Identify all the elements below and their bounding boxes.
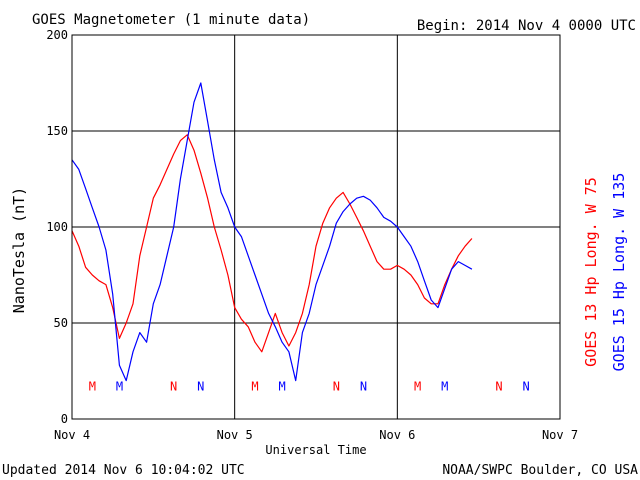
x-tick-label: Nov 5 bbox=[217, 428, 253, 442]
y-tick-label: 50 bbox=[54, 316, 68, 330]
event-mark: N bbox=[197, 379, 204, 393]
series-line-0 bbox=[71, 134, 473, 353]
plot-frame bbox=[71, 34, 561, 420]
series-lines bbox=[71, 82, 473, 382]
event-mark: N bbox=[360, 379, 367, 393]
event-mark: N bbox=[333, 379, 340, 393]
series-line-1 bbox=[71, 82, 473, 382]
x-tick-label: Nov 4 bbox=[54, 428, 90, 442]
updated-timestamp: Updated 2014 Nov 6 10:04:02 UTC bbox=[2, 463, 245, 478]
y-axis-ticks: 0 50 100 150 200 bbox=[46, 28, 68, 426]
y-axis-label: NanoTesla (nT) bbox=[10, 187, 28, 313]
event-mark: M bbox=[414, 379, 421, 393]
event-mark: N bbox=[170, 379, 177, 393]
event-mark: M bbox=[89, 379, 96, 393]
legend-goes15: GOES 15 Hp Long. W 135 bbox=[610, 173, 628, 372]
event-mark: N bbox=[522, 379, 529, 393]
grid-lines bbox=[72, 35, 560, 419]
x-tick-label: Nov 6 bbox=[379, 428, 415, 442]
event-mark: M bbox=[116, 379, 123, 393]
y-tick-label: 100 bbox=[46, 220, 68, 234]
x-axis-ticks: Nov 4 Nov 5 Nov 6 Nov 7 bbox=[54, 428, 578, 442]
credit-label: NOAA/SWPC Boulder, CO USA bbox=[442, 463, 638, 478]
begin-label: Begin: 2014 Nov 4 0000 UTC bbox=[417, 18, 636, 34]
event-mark: M bbox=[251, 379, 258, 393]
event-mark: M bbox=[441, 379, 448, 393]
chart-title: GOES Magnetometer (1 minute data) bbox=[32, 12, 310, 28]
y-tick-label: 0 bbox=[61, 412, 68, 426]
event-mark: N bbox=[495, 379, 502, 393]
x-tick-label: Nov 7 bbox=[542, 428, 578, 442]
y-tick-label: 150 bbox=[46, 124, 68, 138]
y-tick-label: 200 bbox=[46, 28, 68, 42]
x-axis-label: Universal Time bbox=[265, 443, 366, 457]
legend-goes13: GOES 13 Hp Long. W 75 bbox=[582, 177, 600, 367]
event-mark: M bbox=[278, 379, 285, 393]
